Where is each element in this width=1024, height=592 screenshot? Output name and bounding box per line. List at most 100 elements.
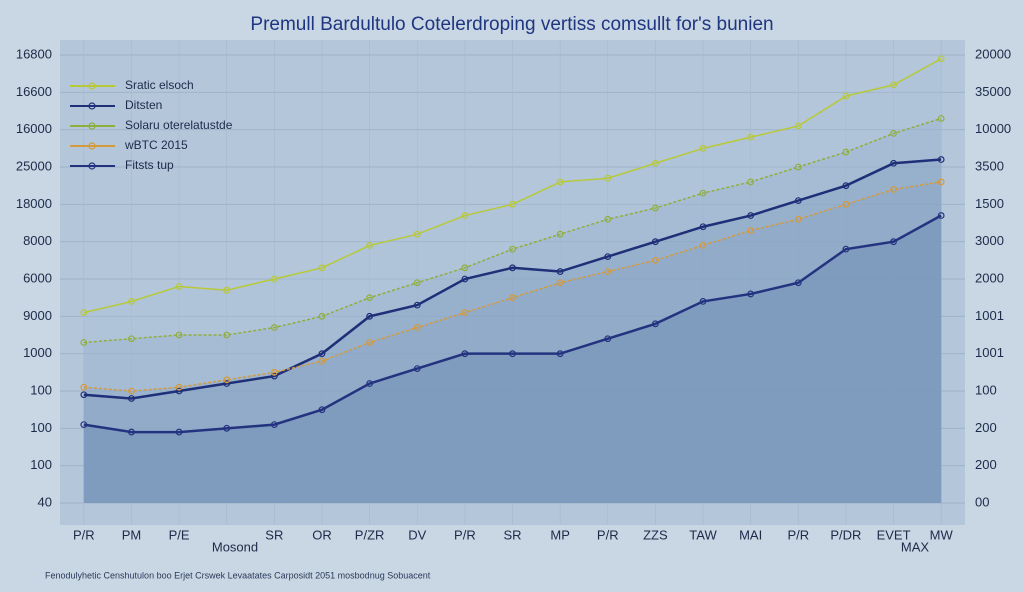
point — [556, 178, 564, 186]
x-tick-label: MW — [930, 527, 954, 542]
point — [175, 331, 183, 339]
point — [937, 178, 945, 186]
y2-tick-label: 3500 — [975, 158, 1004, 173]
y2-tick-label: 00 — [975, 494, 989, 509]
point — [890, 159, 897, 167]
point — [270, 372, 278, 380]
point — [366, 380, 374, 387]
y2-tick-label: 100 — [975, 382, 997, 397]
point — [937, 55, 945, 63]
point — [128, 395, 135, 402]
point — [890, 129, 897, 137]
point — [223, 424, 231, 432]
point — [461, 350, 469, 358]
y2-tick-label: 35000 — [975, 84, 1011, 99]
point — [937, 115, 945, 122]
point — [509, 200, 516, 208]
point — [80, 339, 88, 346]
y2-tick-label: 10000 — [975, 121, 1011, 136]
x-tick-label: TAW — [689, 527, 717, 542]
point — [270, 275, 278, 283]
y-tick-label: 40 — [38, 494, 52, 509]
point — [128, 298, 135, 305]
point — [175, 387, 183, 395]
point — [461, 275, 469, 283]
y-tick-label: 18000 — [16, 196, 52, 211]
point — [366, 312, 374, 320]
point — [651, 238, 659, 246]
point — [794, 122, 802, 130]
y-tick-label: 16000 — [16, 121, 52, 136]
y-tick-label: 100 — [30, 420, 52, 435]
point — [890, 238, 897, 246]
x-tick-label: P/DR — [830, 527, 861, 542]
point — [699, 144, 707, 152]
point — [842, 245, 850, 253]
area — [83, 58, 942, 503]
point — [128, 387, 135, 395]
y-tick-label: 6000 — [23, 270, 52, 285]
annotation: Mosond — [212, 539, 258, 554]
point — [413, 230, 421, 238]
point — [270, 421, 278, 429]
x-tick-label: MP — [550, 527, 570, 542]
point — [318, 357, 326, 365]
x-tick-label: P/R — [597, 527, 619, 542]
legend-marker — [88, 122, 96, 130]
point — [318, 264, 326, 272]
y-tick-label: 16800 — [16, 46, 52, 61]
series-line — [83, 117, 942, 344]
y-tick-label: 100 — [30, 382, 52, 397]
y2-tick-label: 200 — [975, 420, 997, 435]
legend-marker — [88, 82, 96, 90]
point — [223, 380, 231, 387]
point — [937, 212, 945, 219]
point — [318, 350, 326, 358]
point — [604, 215, 612, 223]
point — [842, 92, 850, 100]
y2-tick-label: 1001 — [975, 308, 1004, 323]
point — [699, 298, 707, 305]
x-tick-label: ZZS — [643, 527, 668, 542]
y-tick-label: 25000 — [16, 158, 52, 173]
point — [842, 200, 850, 208]
point — [556, 268, 564, 275]
point — [747, 212, 755, 219]
point — [413, 365, 421, 373]
point — [366, 241, 374, 249]
point — [128, 428, 135, 436]
y2-tick-label: 200 — [975, 457, 997, 472]
point — [937, 156, 945, 163]
point — [461, 212, 469, 219]
point — [651, 320, 659, 328]
point — [461, 309, 469, 317]
x-tick-label: EVET — [877, 527, 911, 542]
point — [699, 241, 707, 249]
point — [794, 163, 802, 171]
point — [747, 178, 755, 186]
point — [223, 376, 231, 384]
x-tick-label: P/R — [787, 527, 809, 542]
point — [175, 428, 183, 436]
y-tick-label: 9000 — [23, 308, 52, 323]
point — [794, 197, 802, 205]
point — [651, 204, 659, 212]
point — [80, 383, 88, 391]
point — [223, 331, 231, 339]
point — [604, 174, 612, 182]
point — [747, 133, 755, 141]
series-line — [83, 214, 942, 434]
point — [604, 268, 612, 275]
y-tick-label: 100 — [30, 457, 52, 472]
point — [128, 335, 135, 343]
point — [842, 182, 850, 190]
point — [509, 264, 516, 272]
x-tick-label: OR — [312, 527, 332, 542]
area — [83, 118, 942, 503]
x-tick-label: PM — [122, 527, 142, 542]
point — [794, 279, 802, 287]
point — [175, 383, 183, 391]
point — [556, 279, 564, 287]
point — [890, 81, 897, 89]
point — [509, 245, 516, 253]
